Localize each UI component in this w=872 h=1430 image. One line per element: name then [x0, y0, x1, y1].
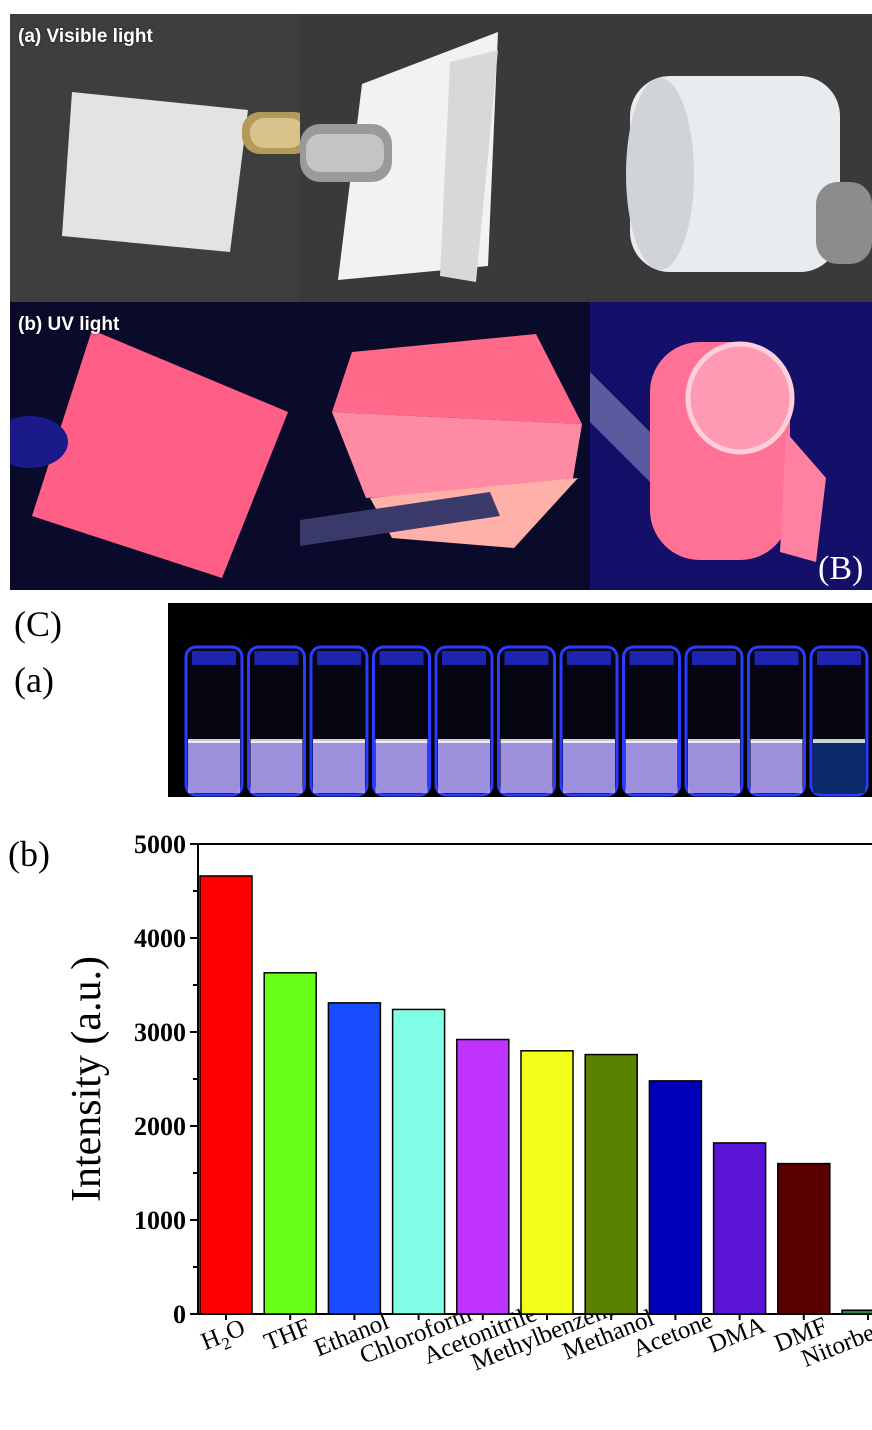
vial: [247, 645, 306, 797]
photo-visible-bent: [300, 14, 590, 302]
y-tick-label: 0: [173, 1300, 186, 1329]
y-tick-label: 3000: [134, 1018, 186, 1047]
vial: [684, 645, 744, 797]
bar-acetonitrile: [456, 1038, 510, 1315]
vial: [559, 645, 619, 797]
photo-uv-rolled: (B): [590, 302, 872, 590]
bar-h2o: [199, 875, 253, 1315]
vial: [497, 645, 556, 797]
x-tick-label: DMA: [705, 1312, 769, 1359]
bar-ethanol: [327, 1002, 382, 1315]
bar-nitorbenzene: [841, 1309, 872, 1315]
bar-acetone: [648, 1080, 703, 1315]
photo-uv-bent: [300, 302, 590, 590]
uv-light-caption: (b) UV light: [18, 314, 120, 335]
vial: [747, 645, 806, 797]
y-tick-label: 1000: [134, 1206, 186, 1235]
y-tick-label: 2000: [134, 1112, 186, 1141]
bar-chloroform: [391, 1008, 446, 1315]
vial: [372, 645, 431, 797]
vial: [809, 645, 869, 797]
vial: [622, 645, 681, 797]
bar-methylbenzene: [520, 1050, 574, 1315]
x-tick-label: THF: [260, 1314, 314, 1357]
panel-B-label: (B): [818, 550, 864, 587]
bar-dmf: [777, 1162, 831, 1315]
panel-C-label: (C): [14, 604, 62, 644]
y-tick-label: 5000: [134, 830, 186, 859]
panel-C-sub-a-label: (a): [14, 660, 54, 700]
panel-C-sub-b-label: (b): [8, 834, 50, 874]
photo-grid: (a) Visible light (b) UV light: [10, 14, 872, 590]
visible-light-caption: (a) Visible light: [18, 26, 153, 47]
bar-thf: [263, 972, 317, 1315]
vial: [434, 645, 494, 797]
bar-chart: 0 1000 2000 3000 4000 5000 Intensity (a.u.) H2O…: [64, 830, 872, 1376]
vial: [184, 645, 244, 797]
bar-methanol: [584, 1053, 638, 1315]
photo-visible-rolled: [590, 14, 872, 302]
vials-svg: [184, 645, 869, 797]
photo-uv-flat: (b) UV light: [10, 302, 300, 590]
y-tick-label: 4000: [134, 924, 186, 953]
vial: [309, 645, 369, 797]
y-axis-title: Intensity (a.u.): [64, 956, 110, 1202]
x-tick-label: H2O: [197, 1314, 250, 1360]
vials-photo: [168, 603, 872, 797]
photo-visible-flat: (a) Visible light: [10, 14, 300, 302]
bar-dma: [712, 1142, 767, 1315]
